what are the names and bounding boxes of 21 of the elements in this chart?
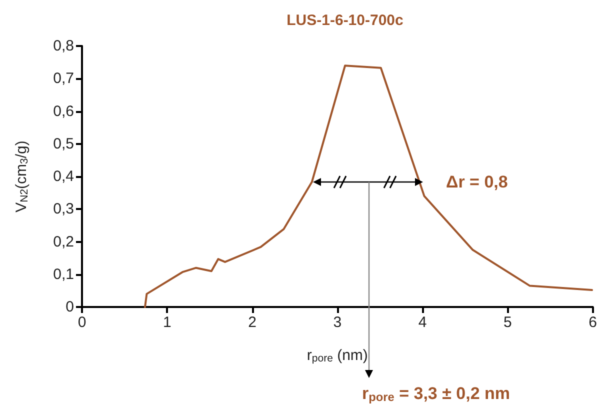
x-tick-label: 1 <box>162 314 172 331</box>
x-axis-title: rpore (nm) <box>306 347 368 364</box>
x-tick-label: 4 <box>418 314 427 331</box>
x-tick-label: 6 <box>588 314 597 331</box>
x-tick-label: 0 <box>78 314 86 331</box>
y-tick-label: 0,1 <box>53 266 74 283</box>
y-tick-label: 0,6 <box>53 102 74 120</box>
y-tick-label: 0,5 <box>53 135 74 152</box>
y-tick-label: 0,2 <box>53 233 74 250</box>
y-tick-label: 0,8 <box>53 38 74 54</box>
y-tick-label: 0,7 <box>53 70 74 88</box>
x-tick-label: 3 <box>333 314 342 331</box>
chart-title: LUS-1-6-10-700c <box>286 12 404 29</box>
y-tick-label: 0,3 <box>53 200 74 218</box>
x-tick-label: 2 <box>248 314 256 331</box>
y-tick-label: 0,4 <box>53 168 74 185</box>
y-tick-label: 0 <box>66 298 74 316</box>
x-tick-label: 5 <box>504 314 512 331</box>
line-series <box>144 64 593 308</box>
annotation: Δr = 0,8 <box>446 172 508 192</box>
y-axis-title: VN2(cm3/g) <box>13 140 30 212</box>
